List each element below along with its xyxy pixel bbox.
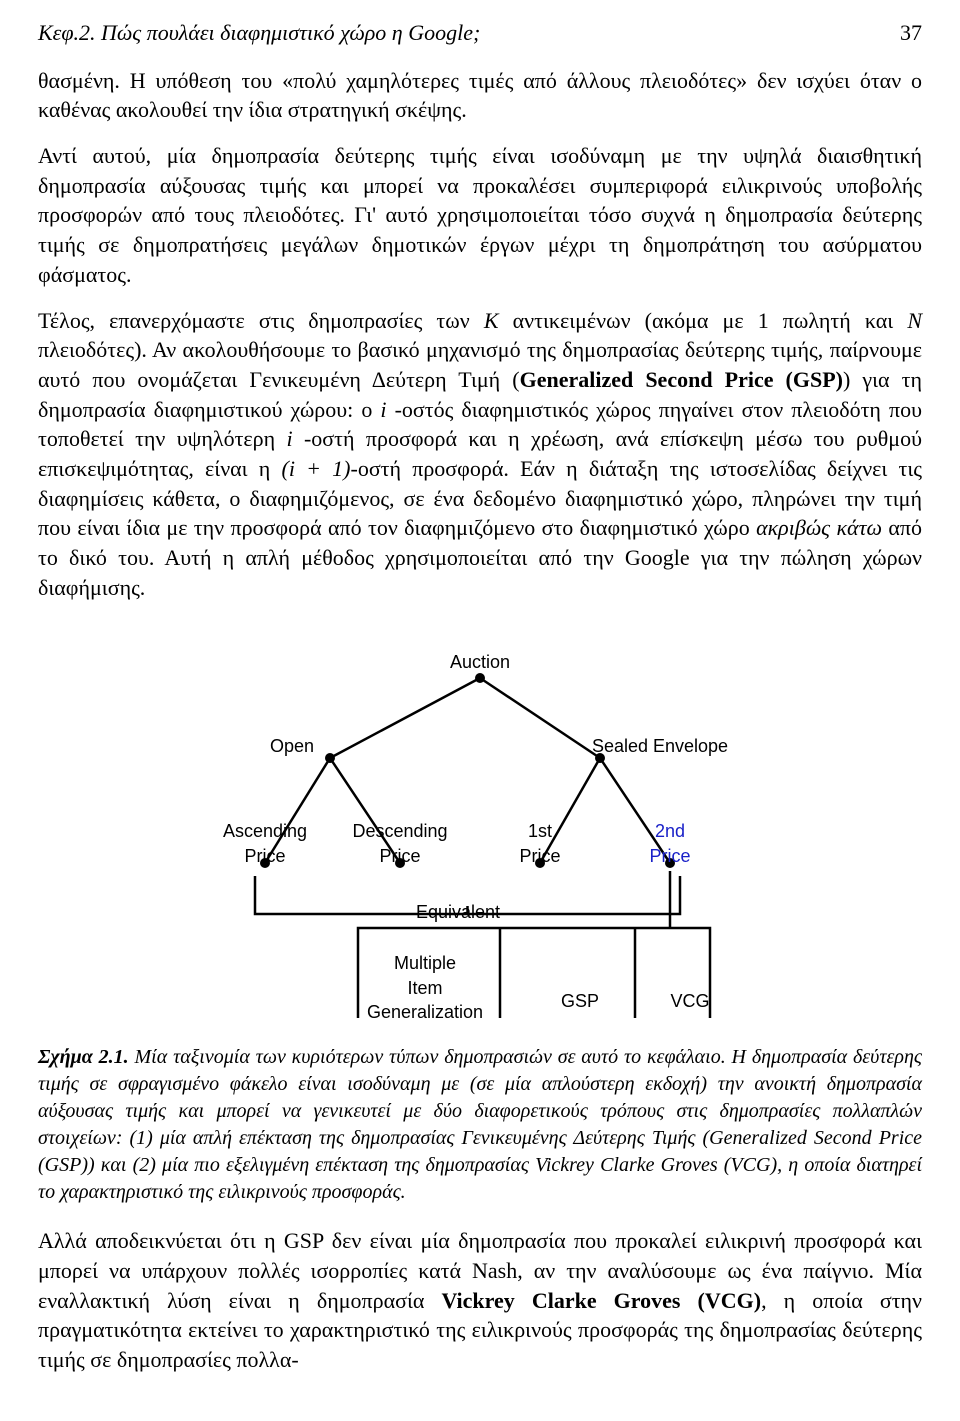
- figure-caption-text: Μία ταξινομία των κυριότερων τύπων δημοπ…: [38, 1046, 922, 1203]
- diagram-label-asc: AscendingPrice: [223, 819, 307, 868]
- paragraph-2: Αντί αυτού, μία δημοπρασία δεύτερης τιμή…: [38, 141, 922, 289]
- diagram-label-first: 1stPrice: [519, 819, 560, 868]
- var-N: Ν: [907, 308, 922, 333]
- diagram-node-auction: [475, 673, 485, 683]
- diagram-label-second: 2ndPrice: [649, 819, 690, 868]
- diagram-label-vcg: VCG: [670, 989, 709, 1013]
- emph-below: ακριβώς κάτω: [756, 515, 882, 540]
- auction-taxonomy-diagram: Auction Open Sealed Envelope AscendingPrice…: [200, 618, 760, 1038]
- paragraph-1: θασμένη. Η υπόθεση του «πολύ χαμηλότερες…: [38, 66, 922, 125]
- figure-caption: Σχήμα 2.1. Μία ταξινομία των κυριότερων …: [38, 1044, 922, 1206]
- diagram-label-auction: Auction: [450, 650, 510, 674]
- term-gsp: Generalized Second Price (GSP): [520, 367, 843, 392]
- diagram-label-equivalent: Equivalent: [416, 900, 500, 924]
- paragraph-4: Αλλά αποδεικνύεται ότι η GSP δεν είναι μ…: [38, 1226, 922, 1374]
- running-header: Κεφ.2. Πώς πουλάει διαφημιστικό χώρο η G…: [38, 18, 922, 48]
- text: αντικειμένων (ακόμα με 1 πωλητή και: [499, 308, 908, 333]
- page: Κεφ.2. Πώς πουλάει διαφημιστικό χώρο η G…: [0, 0, 960, 1421]
- diagram-label-open: Open: [270, 734, 314, 758]
- diagram-label-desc: DescendingPrice: [352, 819, 447, 868]
- page-number: 37: [900, 18, 922, 48]
- diagram-label-sealed: Sealed Envelope: [592, 734, 728, 758]
- diagram-label-gsp: GSP: [561, 989, 599, 1013]
- term-vcg: Vickrey Clarke Groves (VCG): [441, 1288, 761, 1313]
- figure-label: Σχήμα 2.1.: [38, 1046, 129, 1068]
- var-i-plus-1: (i + 1): [282, 456, 351, 481]
- header-chapter: Κεφ.2. Πώς πουλάει διαφημιστικό χώρο η G…: [38, 18, 480, 48]
- var-K: Κ: [484, 308, 499, 333]
- diagram-node-open: [325, 753, 335, 763]
- text: Τέλος, επανερχόμαστε στις δημοπρασίες τω…: [38, 308, 484, 333]
- diagram-label-multi: MultipleItemGeneralization: [367, 951, 483, 1024]
- paragraph-3: Τέλος, επανερχόμαστε στις δημοπρασίες τω…: [38, 306, 922, 603]
